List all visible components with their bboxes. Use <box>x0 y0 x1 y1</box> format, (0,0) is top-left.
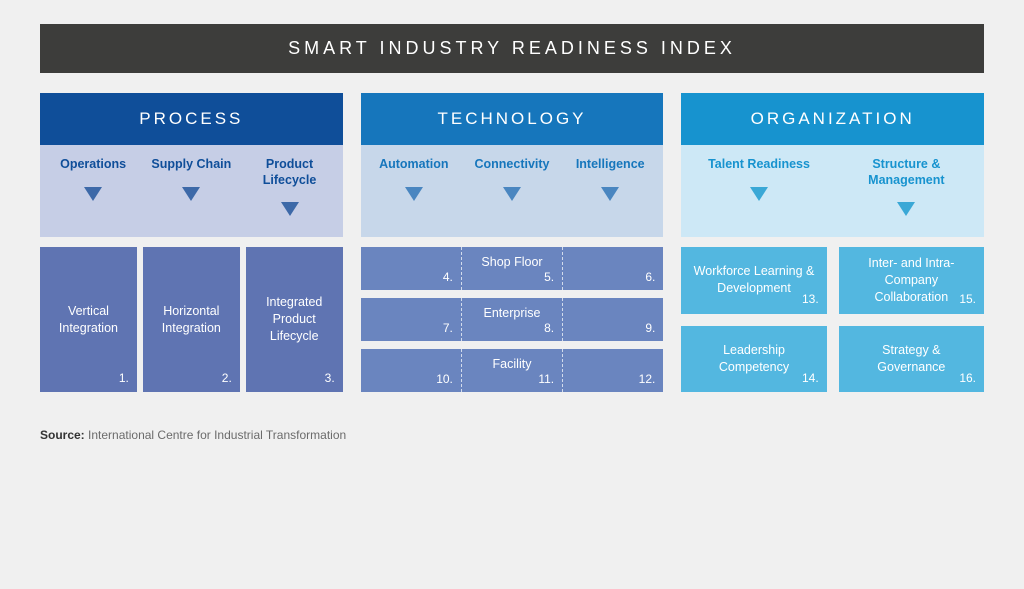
block-number: 9. <box>645 321 655 335</box>
sub-connectivity: Connectivity <box>463 155 561 223</box>
source-text: International Centre for Industrial Tran… <box>88 428 346 442</box>
pillar-header-technology: TECHNOLOGY <box>361 93 664 145</box>
chevron-down-icon <box>601 187 619 201</box>
block-number: 12. <box>639 372 656 386</box>
tech-row-facility: Facility 10. 11. 12. <box>361 349 664 392</box>
block-number: 10. <box>436 372 453 386</box>
block-workforce-learning: Workforce Learning & Development 13. <box>681 247 826 314</box>
organization-blocks: Workforce Learning & Development 13. Int… <box>681 247 984 392</box>
source-label: Source: <box>40 428 85 442</box>
block-number: 13. <box>802 291 819 307</box>
block-number: 16. <box>959 370 976 386</box>
block-number: 1. <box>119 370 129 386</box>
sub-label: Structure & Management <box>837 157 976 188</box>
page-title: SMART INDUSTRY READINESS INDEX <box>40 24 984 73</box>
block-label: Vertical Integration <box>48 303 129 337</box>
sub-label: Connectivity <box>474 157 549 173</box>
pillars-container: PROCESS Operations Supply Chain Product … <box>40 93 984 392</box>
block-number: 4. <box>443 270 453 284</box>
block-number: 8. <box>544 321 554 335</box>
tech-row-enterprise: Enterprise 7. 8. 9. <box>361 298 664 341</box>
block-inter-intra-collab: Inter- and Intra-Company Collaboration 1… <box>839 247 984 314</box>
sub-label: Operations <box>60 157 126 173</box>
source-line: Source: International Centre for Industr… <box>40 428 984 442</box>
sub-label: Talent Readiness <box>708 157 810 173</box>
chevron-down-icon <box>503 187 521 201</box>
process-blocks: Vertical Integration 1. Horizontal Integ… <box>40 247 343 392</box>
block-horizontal-integration: Horizontal Integration 2. <box>143 247 240 392</box>
sub-row-technology: Automation Connectivity Intelligence <box>361 145 664 237</box>
tech-cell: 11. <box>462 349 563 392</box>
pillar-organization: ORGANIZATION Talent Readiness Structure … <box>681 93 984 392</box>
tech-cell: 12. <box>563 349 663 392</box>
tech-cell: 4. <box>361 247 462 290</box>
block-number: 6. <box>645 270 655 284</box>
pillar-process: PROCESS Operations Supply Chain Product … <box>40 93 343 392</box>
block-label: Horizontal Integration <box>151 303 232 337</box>
chevron-down-icon <box>281 202 299 216</box>
block-label: Leadership Competency <box>691 342 816 376</box>
block-number: 15. <box>959 291 976 307</box>
sub-operations: Operations <box>44 155 142 223</box>
block-number: 11. <box>538 372 554 386</box>
technology-blocks: Shop Floor 4. 5. 6. Enterprise 7. 8. 9. … <box>361 247 664 392</box>
block-label: Inter- and Intra-Company Collaboration <box>849 255 974 306</box>
sub-supply-chain: Supply Chain <box>142 155 240 223</box>
block-number: 2. <box>222 370 232 386</box>
tech-row-shop-floor: Shop Floor 4. 5. 6. <box>361 247 664 290</box>
sub-label: Supply Chain <box>151 157 231 173</box>
pillar-header-process: PROCESS <box>40 93 343 145</box>
sub-label: Product Lifecycle <box>244 157 334 188</box>
block-strategy-governance: Strategy & Governance 16. <box>839 326 984 393</box>
sub-intelligence: Intelligence <box>561 155 659 223</box>
chevron-down-icon <box>182 187 200 201</box>
block-leadership-competency: Leadership Competency 14. <box>681 326 826 393</box>
chevron-down-icon <box>750 187 768 201</box>
chevron-down-icon <box>84 187 102 201</box>
block-integrated-product-lifecycle: Integrated Product Lifecycle 3. <box>246 247 343 392</box>
chevron-down-icon <box>405 187 423 201</box>
block-number: 3. <box>325 370 335 386</box>
sub-label: Intelligence <box>576 157 645 173</box>
tech-cell: 8. <box>462 298 563 341</box>
chevron-down-icon <box>897 202 915 216</box>
block-label: Workforce Learning & Development <box>691 263 816 297</box>
sub-row-process: Operations Supply Chain Product Lifecycl… <box>40 145 343 237</box>
tech-cell: 6. <box>563 247 663 290</box>
block-number: 5. <box>544 270 554 284</box>
sub-automation: Automation <box>365 155 463 223</box>
tech-cell: 7. <box>361 298 462 341</box>
tech-cell: 5. <box>462 247 563 290</box>
sub-row-organization: Talent Readiness Structure & Management <box>681 145 984 237</box>
sub-label: Automation <box>379 157 448 173</box>
tech-cell: 10. <box>361 349 462 392</box>
sub-structure-management: Structure & Management <box>833 155 980 223</box>
block-label: Strategy & Governance <box>849 342 974 376</box>
block-label: Integrated Product Lifecycle <box>254 294 335 345</box>
sub-product-lifecycle: Product Lifecycle <box>240 155 338 223</box>
block-number: 7. <box>443 321 453 335</box>
tech-cell: 9. <box>563 298 663 341</box>
pillar-header-organization: ORGANIZATION <box>681 93 984 145</box>
block-vertical-integration: Vertical Integration 1. <box>40 247 137 392</box>
sub-talent-readiness: Talent Readiness <box>685 155 832 223</box>
pillar-technology: TECHNOLOGY Automation Connectivity Intel… <box>361 93 664 392</box>
block-number: 14. <box>802 370 819 386</box>
